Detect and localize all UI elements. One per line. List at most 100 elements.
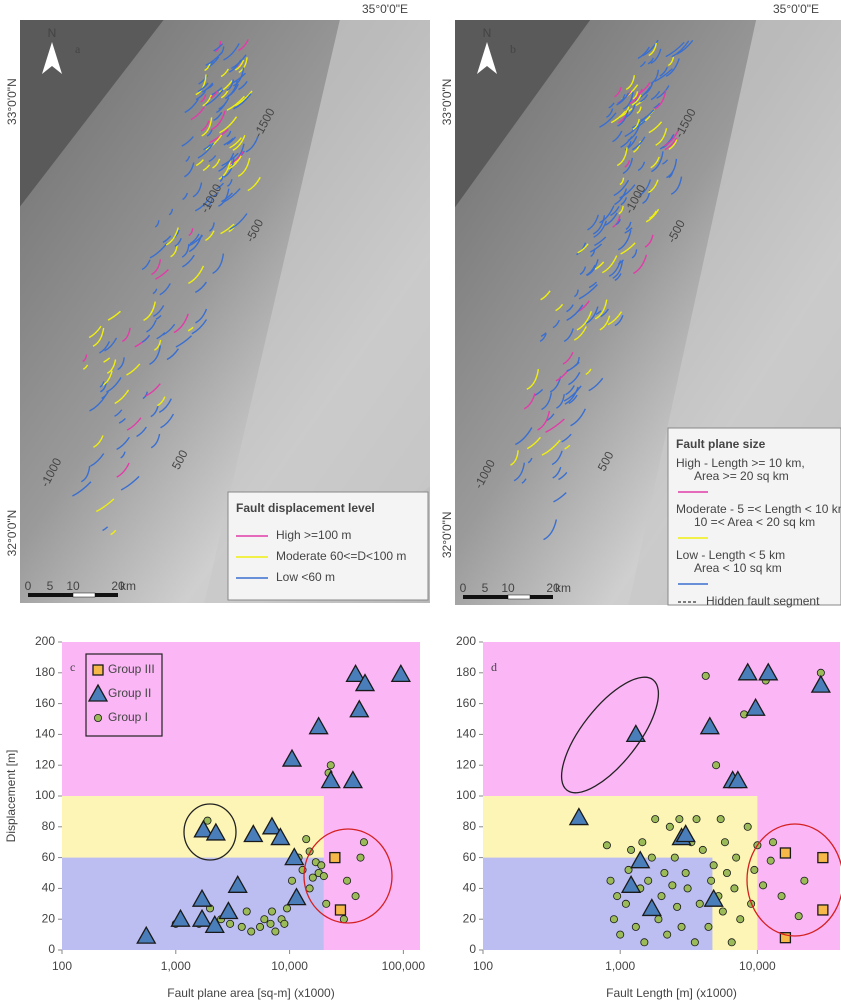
marker-circle	[323, 900, 330, 907]
marker-circle	[303, 836, 310, 843]
marker-circle	[243, 908, 250, 915]
marker-circle	[281, 920, 288, 927]
scale-bar	[508, 595, 530, 599]
y-tick-label: 200	[456, 634, 476, 648]
longitude-label: 35°0'0"E	[773, 2, 819, 16]
marker-circle	[318, 862, 325, 869]
marker-circle	[699, 846, 706, 853]
marker-circle	[778, 893, 785, 900]
x-tick-label: 10,000	[739, 959, 776, 973]
scale-label: km	[120, 579, 136, 593]
marker-circle	[693, 816, 700, 823]
marker-square	[780, 848, 790, 858]
panel-label: d	[491, 660, 497, 674]
y-tick-label: 0	[469, 942, 476, 956]
marker-circle	[652, 816, 659, 823]
x-tick-label: 100,000	[382, 959, 426, 973]
marker-circle	[610, 916, 617, 923]
y-tick-label: 100	[456, 788, 476, 802]
marker-circle	[678, 923, 685, 930]
y-tick-label: 180	[35, 665, 55, 679]
marker-circle	[655, 916, 662, 923]
marker-circle	[795, 913, 802, 920]
scale-label: 10	[66, 579, 80, 593]
legend-label: High >=100 m	[276, 528, 351, 542]
panel-label: a	[75, 42, 81, 56]
marker-circle	[737, 916, 744, 923]
marker-circle	[658, 893, 665, 900]
scale-label: km	[555, 581, 571, 595]
marker-circle	[723, 869, 730, 876]
marker-circle	[728, 939, 735, 946]
marker-circle	[648, 854, 655, 861]
scale-bar	[73, 593, 95, 597]
legend-label: Area >= 20 sq km	[694, 469, 789, 483]
y-tick-label: 20	[463, 911, 477, 925]
marker-square	[93, 665, 103, 675]
marker-circle	[702, 672, 709, 679]
marker-circle	[238, 923, 245, 930]
legend-label: Low - Length < 5 km	[676, 548, 785, 562]
y-tick-label: 20	[42, 911, 56, 925]
x-tick-label: 1,000	[605, 959, 635, 973]
marker-circle	[731, 885, 738, 892]
marker-circle	[751, 866, 758, 873]
maps: Na35°0'0"E33°0'0"N32°0'0"N-1500-1000-500…	[5, 2, 841, 608]
marker-circle	[641, 939, 648, 946]
scale-label: 0	[460, 581, 467, 595]
marker-circle	[676, 816, 683, 823]
marker-circle	[306, 885, 313, 892]
marker-circle	[664, 931, 671, 938]
y-tick-label: 40	[463, 881, 477, 895]
legend-label: Group II	[108, 686, 151, 700]
marker-circle	[767, 857, 774, 864]
marker-circle	[645, 877, 652, 884]
scale-label: 5	[47, 579, 54, 593]
y-tick-label: 80	[42, 819, 56, 833]
marker-circle	[272, 928, 279, 935]
x-axis-title: Fault plane area [sq-m] (x1000)	[167, 986, 334, 1000]
y-tick-label: 160	[456, 696, 476, 710]
legend-title: Fault plane size	[676, 437, 766, 451]
x-tick-label: 100	[52, 959, 72, 973]
marker-circle	[661, 869, 668, 876]
marker-circle	[288, 877, 295, 884]
legend-label: Moderate 60<=D<100 m	[276, 549, 406, 563]
marker-circle	[769, 839, 776, 846]
marker-circle	[639, 839, 646, 846]
north-arrow-label: N	[48, 26, 57, 40]
marker-circle	[343, 877, 350, 884]
marker-circle	[617, 931, 624, 938]
y-tick-label: 120	[456, 757, 476, 771]
marker-circle	[327, 762, 334, 769]
charts: 0204060801001201401601802001001,00010,00…	[4, 634, 840, 1000]
y-tick-label: 180	[456, 665, 476, 679]
marker-circle	[267, 920, 274, 927]
y-tick-label: 60	[42, 850, 56, 864]
latitude-label: 33°0'0"N	[440, 79, 454, 126]
marker-circle	[283, 905, 290, 912]
marker-square	[330, 853, 340, 863]
marker-circle	[614, 893, 621, 900]
y-tick-label: 0	[48, 942, 55, 956]
marker-circle	[360, 839, 367, 846]
marker-circle	[632, 923, 639, 930]
marker-circle	[717, 816, 724, 823]
marker-circle	[603, 842, 610, 849]
panel-label: c	[70, 660, 75, 674]
marker-square	[335, 905, 345, 915]
marker-circle	[684, 885, 691, 892]
marker-circle	[357, 854, 364, 861]
y-tick-label: 140	[456, 727, 476, 741]
marker-circle	[744, 823, 751, 830]
marker-circle	[666, 823, 673, 830]
latitude-label: 33°0'0"N	[5, 78, 19, 125]
marker-circle	[669, 882, 676, 889]
latitude-label: 32°0'0"N	[440, 511, 454, 558]
marker-circle	[705, 923, 712, 930]
legend-label: Low <60 m	[276, 570, 335, 584]
x-tick-label: 10,000	[271, 959, 308, 973]
marker-circle	[708, 877, 715, 884]
marker-circle	[733, 854, 740, 861]
scale-label: 5	[482, 581, 489, 595]
